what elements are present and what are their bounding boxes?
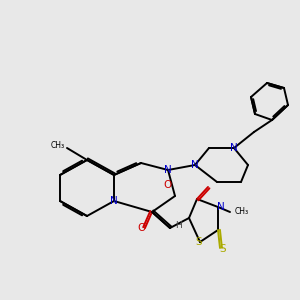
Text: N: N — [217, 202, 225, 212]
Text: O: O — [137, 223, 146, 233]
Text: N: N — [164, 165, 172, 175]
Text: S: S — [195, 237, 202, 247]
Text: N: N — [110, 196, 118, 206]
Text: H: H — [175, 221, 182, 230]
Text: N: N — [230, 143, 238, 153]
Text: N: N — [191, 160, 199, 170]
Text: O: O — [164, 181, 172, 190]
Text: CH₃: CH₃ — [51, 141, 65, 150]
Text: CH₃: CH₃ — [235, 208, 249, 217]
Text: S: S — [220, 244, 226, 254]
